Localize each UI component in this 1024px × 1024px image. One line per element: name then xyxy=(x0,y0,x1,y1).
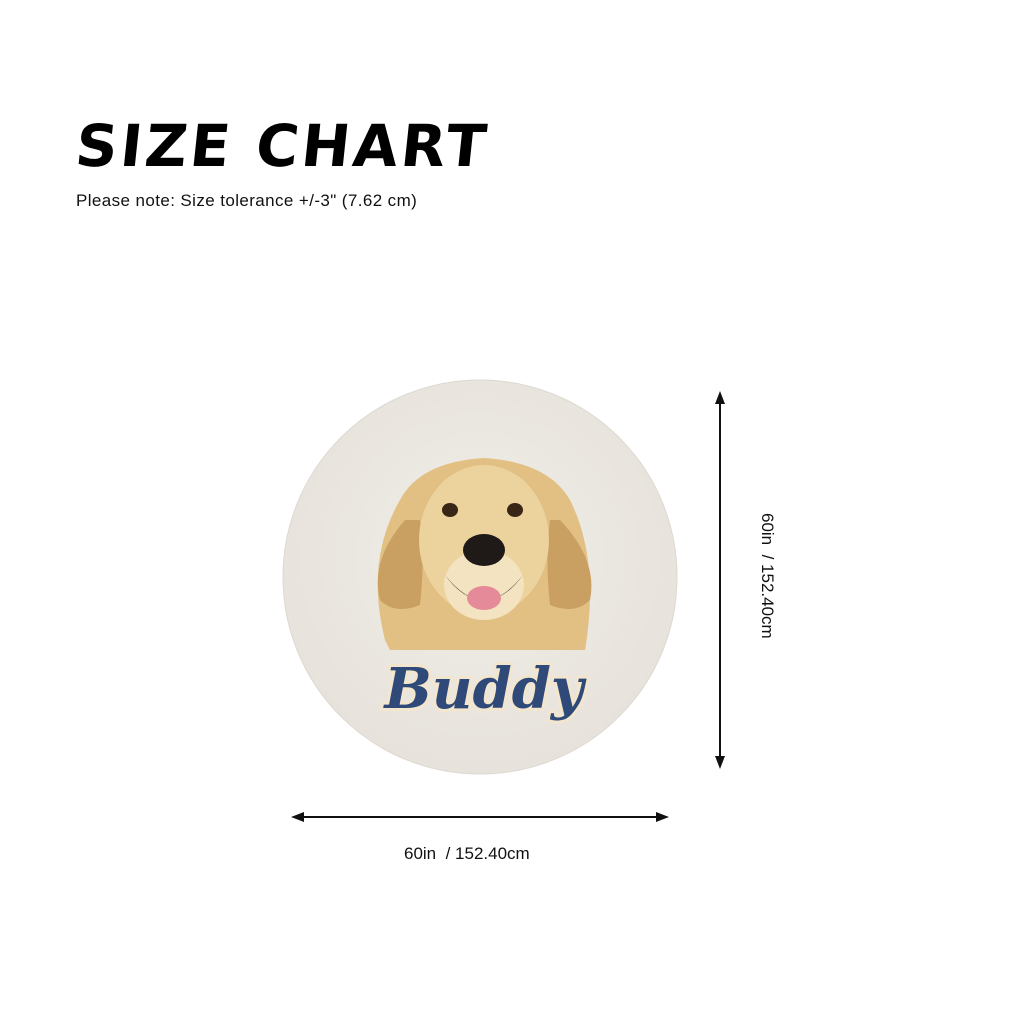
width-label: 60in / 152.40cm xyxy=(404,844,530,863)
size-tolerance-note: Please note: Size tolerance +/-3" (7.62 … xyxy=(76,191,418,210)
dog-illustration xyxy=(377,458,592,650)
height-arrow xyxy=(715,391,725,769)
pet-name-text: Buddy xyxy=(383,656,587,722)
width-arrow xyxy=(291,812,669,822)
height-label: 60in / 152.40cm xyxy=(758,513,777,639)
